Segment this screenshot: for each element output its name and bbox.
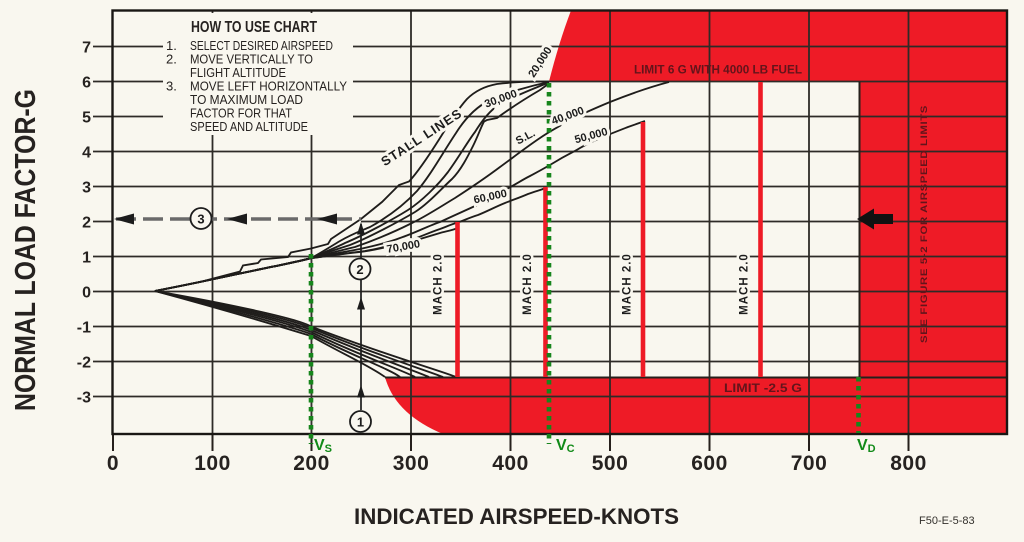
- svg-text:1.: 1.: [166, 38, 177, 53]
- svg-text:2: 2: [356, 262, 363, 277]
- svg-text:2: 2: [82, 215, 91, 232]
- svg-text:5: 5: [82, 110, 91, 127]
- svg-text:400: 400: [492, 452, 529, 475]
- svg-text:MOVE VERTICALLY TO: MOVE VERTICALLY TO: [190, 52, 313, 67]
- svg-text:FLIGHT ALTITUDE: FLIGHT ALTITUDE: [190, 65, 286, 80]
- svg-text:-1: -1: [77, 320, 91, 337]
- svg-text:700: 700: [791, 452, 828, 475]
- svg-text:LIMIT -2.5 G: LIMIT -2.5 G: [724, 383, 802, 395]
- svg-text:1: 1: [82, 250, 91, 267]
- svg-text:200: 200: [293, 452, 330, 475]
- svg-text:MOVE LEFT HORIZONTALLY: MOVE LEFT HORIZONTALLY: [190, 79, 347, 94]
- svg-text:LIMIT 6 G WITH 4000 LB FUEL: LIMIT 6 G WITH 4000 LB FUEL: [634, 65, 802, 77]
- svg-text:3: 3: [197, 212, 204, 227]
- svg-text:SELECT DESIRED AIRSPEED: SELECT DESIRED AIRSPEED: [190, 38, 333, 53]
- svg-text:INDICATED AIRSPEED-KNOTS: INDICATED AIRSPEED-KNOTS: [354, 504, 679, 529]
- svg-text:3: 3: [82, 180, 91, 197]
- svg-text:7: 7: [82, 40, 91, 57]
- svg-text:MACH 2.0: MACH 2.0: [522, 253, 534, 315]
- svg-text:F50-E-5-83: F50-E-5-83: [919, 515, 975, 527]
- svg-text:3.: 3.: [166, 79, 177, 94]
- svg-text:TO MAXIMUM LOAD: TO MAXIMUM LOAD: [190, 92, 303, 107]
- svg-text:-2: -2: [77, 355, 91, 372]
- svg-text:500: 500: [592, 452, 629, 475]
- svg-text:300: 300: [393, 452, 430, 475]
- svg-text:MACH 2.0: MACH 2.0: [739, 253, 751, 315]
- svg-text:NORMAL LOAD FACTOR-G: NORMAL LOAD FACTOR-G: [10, 89, 42, 411]
- svg-text:1: 1: [357, 415, 364, 430]
- svg-text:600: 600: [691, 452, 728, 475]
- svg-text:MACH 2.0: MACH 2.0: [622, 253, 634, 315]
- svg-text:6: 6: [82, 75, 91, 92]
- svg-text:2.: 2.: [166, 52, 177, 67]
- svg-text:800: 800: [890, 452, 927, 475]
- svg-text:HOW TO USE CHART: HOW TO USE CHART: [191, 19, 317, 36]
- svg-text:-3: -3: [77, 390, 91, 407]
- svg-text:MACH 2.0: MACH 2.0: [433, 253, 445, 315]
- svg-text:4: 4: [82, 145, 91, 162]
- svg-text:FACTOR FOR THAT: FACTOR FOR THAT: [190, 106, 292, 121]
- svg-text:SPEED AND ALTITUDE: SPEED AND ALTITUDE: [190, 119, 308, 134]
- svg-text:0: 0: [82, 285, 91, 302]
- svg-text:0: 0: [107, 452, 119, 475]
- svg-text:SEE FIGURE 5-2 FOR AIRSPEED LI: SEE FIGURE 5-2 FOR AIRSPEED LIMITS: [919, 105, 930, 343]
- svg-text:100: 100: [194, 452, 231, 475]
